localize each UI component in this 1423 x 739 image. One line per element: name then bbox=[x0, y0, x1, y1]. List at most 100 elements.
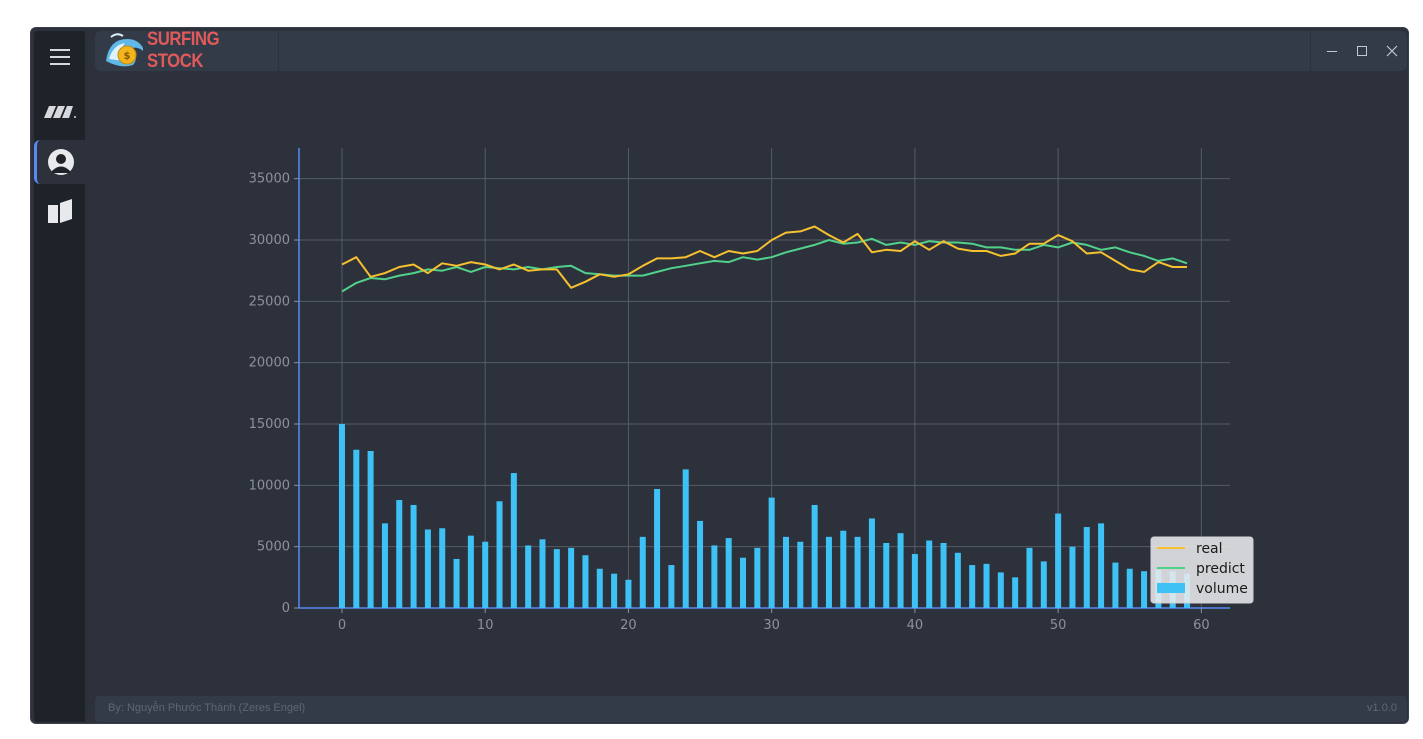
y-tick-label: 0 bbox=[282, 601, 290, 616]
volume-bar bbox=[740, 557, 747, 608]
app-logo-area: $ SURFING STOCK bbox=[95, 29, 279, 72]
title-bar: $ SURFING STOCK bbox=[95, 29, 1407, 72]
minimize-icon bbox=[1327, 51, 1337, 52]
legend-label-predict: predict bbox=[1196, 561, 1245, 577]
series-line-predict bbox=[341, 237, 1188, 293]
volume-bar bbox=[897, 533, 904, 608]
wave-coin-logo-icon: $ bbox=[106, 33, 144, 67]
volume-bar bbox=[1141, 571, 1148, 608]
sidebar-item-account[interactable] bbox=[34, 140, 85, 184]
volume-bar bbox=[969, 565, 976, 608]
volume-bar bbox=[482, 541, 489, 608]
volume-bar bbox=[338, 424, 345, 608]
volume-bar bbox=[911, 554, 918, 608]
volume-bar bbox=[997, 572, 1004, 608]
volume-bar bbox=[625, 579, 632, 608]
volume-bar bbox=[1112, 562, 1119, 608]
sidebar-item-exit[interactable] bbox=[34, 190, 85, 234]
volume-bar bbox=[840, 530, 847, 608]
volume-bar bbox=[353, 449, 360, 608]
volume-bar bbox=[797, 541, 804, 608]
volume-bar bbox=[954, 552, 961, 608]
y-tick-label: 35000 bbox=[249, 172, 290, 187]
x-tick-label: 40 bbox=[907, 618, 924, 633]
volume-bar bbox=[525, 545, 532, 608]
series-line-real bbox=[341, 225, 1187, 289]
volume-bar bbox=[396, 500, 403, 608]
volume-bar bbox=[467, 535, 474, 608]
stock-chart: 0 10 20 30 40 50 60 0 5000 10000 15000 20000 25000 30… bbox=[249, 148, 1254, 633]
volume-bar bbox=[1026, 547, 1033, 608]
volume-bar bbox=[596, 568, 603, 608]
volume-bar bbox=[410, 504, 417, 608]
volume-bar bbox=[367, 450, 374, 608]
close-button[interactable] bbox=[1377, 37, 1407, 65]
maximize-button[interactable] bbox=[1347, 37, 1377, 65]
volume-bar bbox=[711, 545, 718, 608]
volume-bar bbox=[983, 563, 990, 608]
app-title: SURFING STOCK bbox=[147, 29, 220, 72]
volume-bar bbox=[539, 539, 546, 608]
volume-bar bbox=[1040, 561, 1047, 608]
volume-bar bbox=[611, 573, 618, 608]
volume-bar bbox=[424, 529, 431, 608]
footer-credit: By: Nguyễn Phước Thành (Zeres Engel) bbox=[108, 702, 306, 714]
volume-bar bbox=[654, 489, 661, 608]
volume-bar bbox=[1055, 513, 1062, 608]
volume-bar bbox=[868, 518, 875, 608]
maximize-icon bbox=[1357, 46, 1367, 56]
volume-bar bbox=[940, 542, 947, 608]
volume-bar bbox=[1098, 523, 1105, 608]
legend-swatch-volume bbox=[1157, 583, 1185, 593]
x-tick-label: 20 bbox=[620, 618, 637, 633]
volume-bar bbox=[725, 538, 732, 608]
volume-bar bbox=[496, 501, 503, 608]
volume-bar bbox=[439, 528, 446, 608]
close-icon bbox=[1386, 45, 1398, 57]
legend-label-volume: volume bbox=[1196, 581, 1248, 597]
x-tick-label: 60 bbox=[1193, 618, 1210, 633]
volume-bar bbox=[825, 536, 832, 608]
stock-logo-icon bbox=[43, 106, 76, 118]
version-label: v1.0.0 bbox=[1367, 702, 1397, 714]
volume-bar bbox=[811, 504, 818, 608]
x-tick-label: 50 bbox=[1050, 618, 1067, 633]
content-area: 0 10 20 30 40 50 60 0 5000 10000 15000 20000 25000 30… bbox=[95, 78, 1407, 690]
legend-label-real: real bbox=[1196, 541, 1223, 557]
minimize-button[interactable] bbox=[1317, 37, 1347, 65]
user-icon bbox=[48, 149, 74, 175]
volume-bar bbox=[883, 542, 890, 608]
svg-text:$: $ bbox=[124, 51, 131, 62]
x-tick-label: 0 bbox=[338, 618, 346, 633]
volume-bar bbox=[1126, 568, 1133, 608]
y-tick-label: 25000 bbox=[249, 294, 290, 309]
left-sidebar bbox=[34, 31, 85, 722]
y-tick-label: 15000 bbox=[249, 417, 290, 432]
y-tick-label: 5000 bbox=[257, 540, 290, 555]
menu-button[interactable] bbox=[34, 31, 85, 82]
volume-bar bbox=[381, 523, 388, 608]
volume-bar bbox=[510, 473, 517, 608]
y-tick-label: 10000 bbox=[249, 478, 290, 493]
volume-bar bbox=[926, 540, 933, 608]
volume-bar bbox=[682, 469, 689, 608]
sidebar-item-stock[interactable] bbox=[34, 89, 85, 133]
volume-bar bbox=[768, 497, 775, 608]
volume-bar bbox=[1083, 527, 1090, 608]
x-tick-label: 30 bbox=[763, 618, 780, 633]
volume-bar bbox=[553, 549, 560, 608]
volume-bar bbox=[568, 547, 575, 608]
volume-bar bbox=[754, 547, 761, 608]
volume-bar bbox=[668, 565, 675, 608]
volume-bar bbox=[854, 536, 861, 608]
door-icon bbox=[47, 199, 72, 223]
volume-bar bbox=[582, 555, 589, 608]
x-tick-label: 10 bbox=[477, 618, 494, 633]
volume-bar bbox=[697, 520, 704, 608]
volume-bar bbox=[1069, 546, 1076, 608]
app-window: $ SURFING STOCK 0 10 20 30 40 50 60 0 5000 10000 1… bbox=[30, 27, 1409, 724]
y-tick-label: 30000 bbox=[249, 233, 290, 248]
status-bar: By: Nguyễn Phước Thành (Zeres Engel) v1.… bbox=[95, 696, 1407, 722]
volume-bar bbox=[782, 536, 789, 608]
window-controls bbox=[1310, 31, 1407, 71]
